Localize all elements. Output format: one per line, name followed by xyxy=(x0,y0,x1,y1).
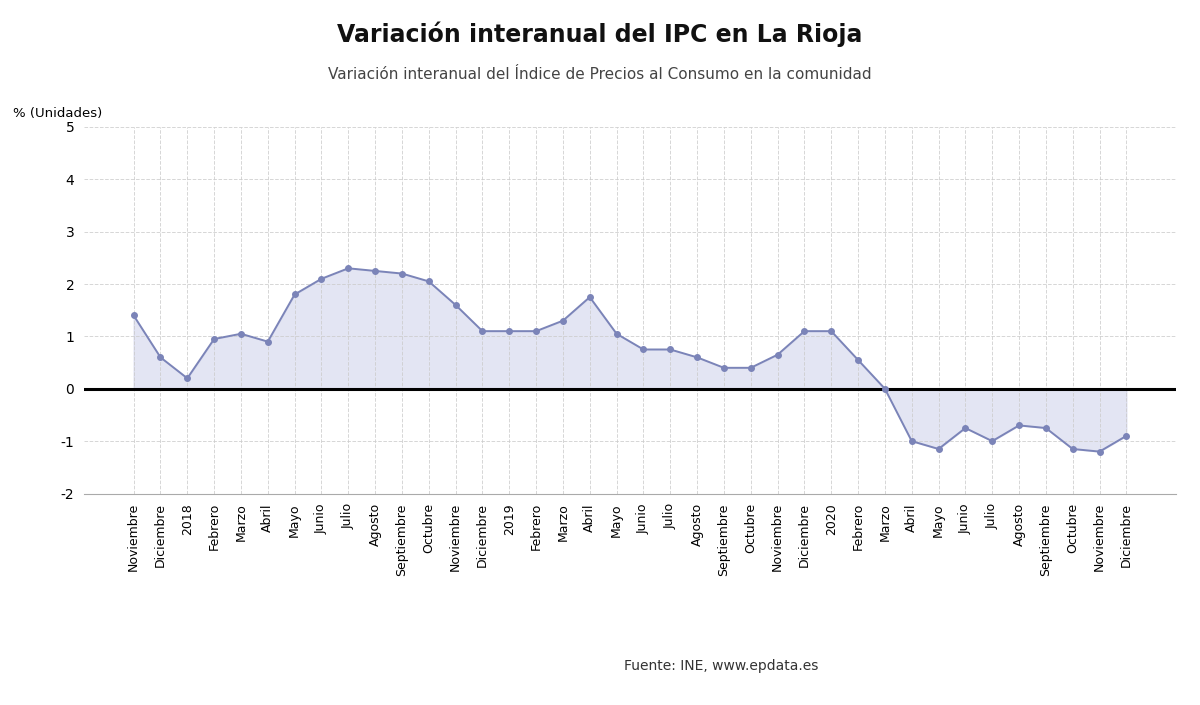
Text: Fuente: INE, www.epdata.es: Fuente: INE, www.epdata.es xyxy=(624,659,818,673)
Text: Variación interanual del Índice de Precios al Consumo en la comunidad: Variación interanual del Índice de Preci… xyxy=(328,67,872,82)
Text: Variación interanual del IPC en La Rioja: Variación interanual del IPC en La Rioja xyxy=(337,21,863,47)
Text: % (Unidades): % (Unidades) xyxy=(13,106,102,120)
